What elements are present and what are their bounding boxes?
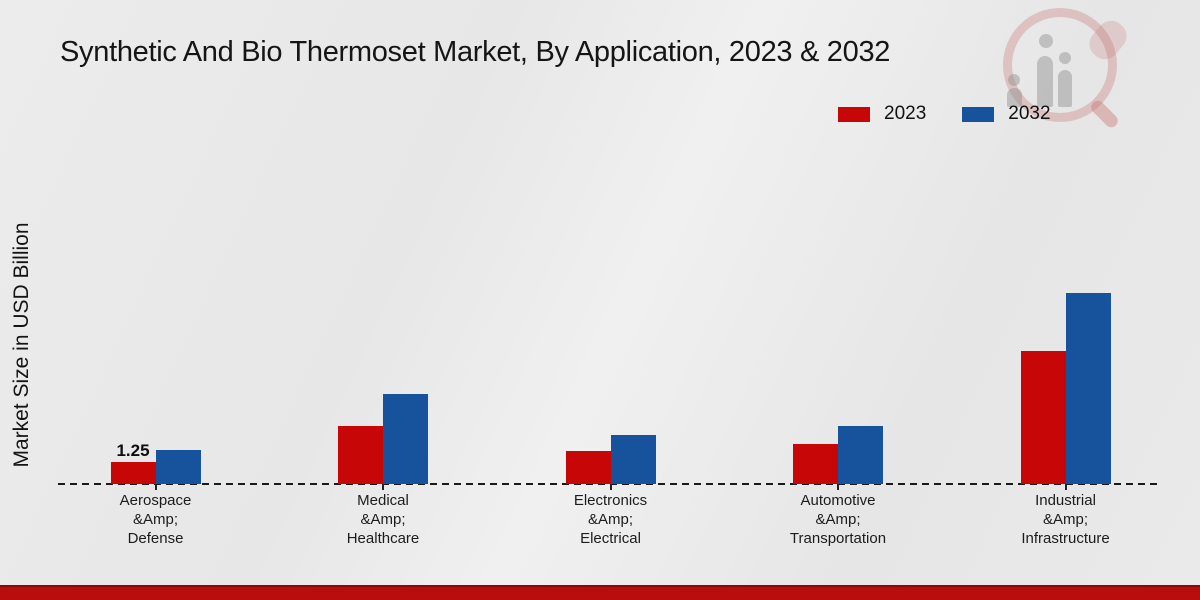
x-axis-tick [837, 484, 839, 490]
logo-bar-icon [1058, 70, 1072, 107]
category-label: Aerospace &Amp; Defense [119, 492, 192, 547]
y-axis-label: Market Size in USD Billion [10, 222, 33, 468]
legend-item-2023: 2023 [838, 103, 926, 125]
bar-2032-1 [383, 394, 428, 484]
legend-label-2023: 2023 [884, 103, 927, 124]
logo-bar-icon [1037, 56, 1053, 107]
bar-value-label: 1.25 [116, 440, 150, 460]
bar-2032-4 [1065, 293, 1111, 484]
bar-2032-3 [838, 426, 883, 484]
chart-title: Synthetic And Bio Thermoset Market, By A… [60, 36, 891, 68]
x-axis-tick [382, 484, 384, 490]
bar-2023-3 [793, 444, 838, 484]
logo-bar-icon [1059, 52, 1071, 64]
footer-accent-bar [0, 585, 1200, 600]
bar-2023-1 [338, 425, 383, 484]
legend-item-2032: 2032 [962, 103, 1051, 125]
logo-bar-icon [1039, 34, 1053, 48]
x-axis-tick [154, 484, 157, 490]
legend-label-2032: 2032 [1008, 103, 1051, 124]
magnifier-handle-icon [1088, 98, 1121, 130]
category-label: Automotive &Amp; Transportation [789, 492, 887, 547]
bar-2023-0 [110, 461, 156, 484]
legend-swatch-2023 [838, 106, 870, 122]
x-axis-tick [1064, 484, 1067, 490]
legend-swatch-2032 [962, 106, 995, 122]
category-label: Industrial &Amp; Infrastructure [1021, 492, 1110, 547]
bar-2032-2 [610, 434, 656, 484]
bar-2023-4 [1020, 350, 1066, 484]
magnifier-lens-icon [1003, 8, 1117, 122]
legend: 2023 2032 [838, 103, 1051, 125]
x-axis-tick [609, 484, 612, 490]
logo-bar-icon [1007, 88, 1022, 107]
logo-bar-icon [1008, 74, 1020, 86]
category-label: Medical &Amp; Healthcare [346, 492, 420, 547]
category-label: Electronics &Amp; Electrical [573, 492, 648, 547]
bar-2023-2 [565, 450, 611, 484]
bar-2032-0 [155, 449, 201, 484]
x-axis-line [58, 483, 1158, 485]
